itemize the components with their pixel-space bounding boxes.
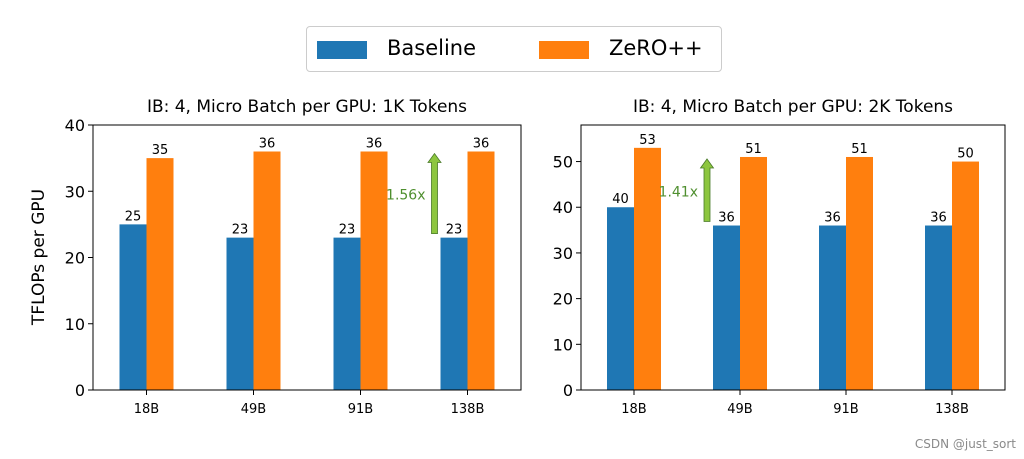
bar-zero-49b <box>740 156 767 390</box>
x-tick-label-49b: 49B <box>241 402 266 417</box>
bar-baseline-138b <box>925 225 952 390</box>
value-label-zero: 36 <box>473 137 490 152</box>
bar-zero-49b <box>253 151 281 390</box>
speedup-label: 1.41x <box>659 184 698 200</box>
speedup-arrow <box>699 158 715 222</box>
watermark: CSDN @just_sort <box>914 437 1016 451</box>
value-label-zero: 53 <box>639 133 656 148</box>
bar-zero-138b <box>467 151 495 390</box>
value-label-zero: 36 <box>366 137 383 152</box>
bar-zero-138b <box>952 161 979 390</box>
y-tick-label: 10 <box>65 315 85 334</box>
bar-baseline-49b <box>226 237 254 390</box>
value-label-baseline: 40 <box>612 192 629 207</box>
x-tick-label-138b: 138B <box>935 402 969 417</box>
bar-baseline-91b <box>333 237 361 390</box>
y-axis-label: TFLOPs per GPU <box>29 189 49 326</box>
value-label-baseline: 23 <box>446 223 463 238</box>
plot-frame <box>92 124 522 391</box>
legend-label-baseline: Baseline <box>387 36 477 60</box>
plot-frame <box>580 124 1006 391</box>
x-tick-label-18b: 18B <box>134 402 159 417</box>
y-tick-label: 20 <box>65 249 85 268</box>
bar-baseline-91b <box>819 225 846 390</box>
bar-zero-91b <box>360 151 388 390</box>
bar-baseline-49b <box>713 225 740 390</box>
value-label-baseline: 36 <box>718 211 735 226</box>
bar-zero-91b <box>846 156 873 390</box>
value-label-baseline: 25 <box>125 209 142 224</box>
y-tick-label: 30 <box>65 182 85 201</box>
legend-label-zero: ZeRO++ <box>609 36 703 60</box>
value-label-zero: 50 <box>957 147 974 162</box>
y-tick-label: 40 <box>65 116 85 135</box>
y-tick-label: 20 <box>553 290 573 309</box>
legend-swatch-zero <box>539 41 589 59</box>
x-tick-label-91b: 91B <box>348 402 373 417</box>
legend-swatch-baseline <box>317 41 367 59</box>
chart-panel-2k-tokens: IB: 4, Micro Batch per GPU: 2K Tokens 0 10… <box>553 97 1006 417</box>
value-label-baseline: 23 <box>232 223 249 238</box>
value-label-zero: 51 <box>851 142 868 157</box>
bar-zero-18b <box>634 147 661 390</box>
value-label-baseline: 36 <box>824 211 841 226</box>
bar-baseline-18b <box>607 207 634 390</box>
y-tick-label: 40 <box>553 198 573 217</box>
chart-panel-1k-tokens: IB: 4, Micro Batch per GPU: 1K Tokens 0 10… <box>65 97 522 417</box>
x-tick-label-18b: 18B <box>621 402 646 417</box>
x-tick-label-49b: 49B <box>727 402 752 417</box>
value-label-zero: 35 <box>152 143 169 158</box>
bar-zero-18b <box>146 158 174 390</box>
y-tick-label: 0 <box>75 381 85 400</box>
value-label-baseline: 23 <box>339 223 356 238</box>
chart-title: IB: 4, Micro Batch per GPU: 2K Tokens <box>633 97 953 117</box>
value-label-baseline: 36 <box>930 211 947 226</box>
legend: Baseline ZeRO++ <box>306 26 722 72</box>
chart-title: IB: 4, Micro Batch per GPU: 1K Tokens <box>147 97 467 117</box>
y-tick-label: 0 <box>563 381 573 400</box>
bar-baseline-18b <box>119 224 147 390</box>
y-tick-label: 10 <box>553 335 573 354</box>
speedup-label: 1.56x <box>386 188 425 204</box>
value-label-zero: 51 <box>745 142 762 157</box>
x-tick-label-91b: 91B <box>833 402 858 417</box>
y-tick-label: 50 <box>553 153 573 172</box>
speedup-arrow <box>427 152 442 235</box>
value-label-zero: 36 <box>259 137 276 152</box>
bar-baseline-138b <box>440 237 468 390</box>
y-tick-label: 30 <box>553 244 573 263</box>
x-tick-label-138b: 138B <box>451 402 485 417</box>
